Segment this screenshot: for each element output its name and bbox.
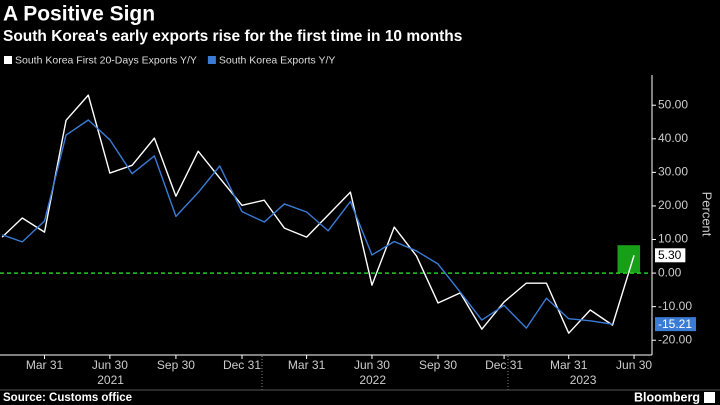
x-tick-label: Jun 30: [354, 358, 390, 372]
x-tick-label: Mar 31: [550, 358, 588, 372]
legend-label: South Korea First 20-Days Exports Y/Y: [15, 54, 197, 66]
chart-title: A Positive Sign: [3, 3, 155, 26]
x-tick-label: Sep 30: [157, 358, 195, 372]
y-tick-label: 30.00: [658, 165, 688, 179]
legend-label: South Korea Exports Y/Y: [219, 54, 336, 66]
highlight-box: [617, 245, 641, 274]
source: Source: Customs office: [3, 392, 132, 404]
x-tick-label: Jun 30: [616, 358, 652, 372]
y-axis-label: Percent: [700, 192, 715, 237]
year-label: 2021: [97, 373, 124, 387]
x-tick-label: Mar 31: [26, 358, 64, 372]
year-label: 2023: [570, 373, 597, 387]
y-tick-label: 40.00: [658, 131, 688, 145]
legend-swatch: [4, 56, 12, 64]
y-tick-label: 50.00: [658, 97, 688, 111]
y-tick-label: -10.00: [658, 299, 692, 313]
chart-subtitle: South Korea's early exports rise for the…: [3, 28, 462, 45]
y-tick-label: 0.00: [658, 265, 682, 279]
x-tick-label: Dec 31: [223, 358, 261, 372]
x-tick-label: Dec 31: [485, 358, 523, 372]
y-tick-label: 10.00: [658, 232, 688, 246]
series-line: [1, 119, 613, 329]
series-line: [1, 94, 635, 334]
x-tick-label: Mar 31: [288, 358, 326, 372]
x-tick-label: Sep 30: [419, 358, 457, 372]
value-label: -15.21: [658, 317, 692, 331]
year-label: 2022: [359, 373, 386, 387]
y-tick-label: 20.00: [658, 198, 688, 212]
x-tick-label: Jun 30: [92, 358, 128, 372]
value-label-box: [655, 248, 686, 263]
value-label: 5.30: [658, 248, 682, 262]
y-tick-label: -20.00: [658, 332, 692, 346]
legend-swatch: [207, 56, 216, 64]
value-label-box: [655, 317, 697, 332]
brand: Bloomberg: [634, 390, 700, 404]
brand-icon: [704, 392, 715, 403]
